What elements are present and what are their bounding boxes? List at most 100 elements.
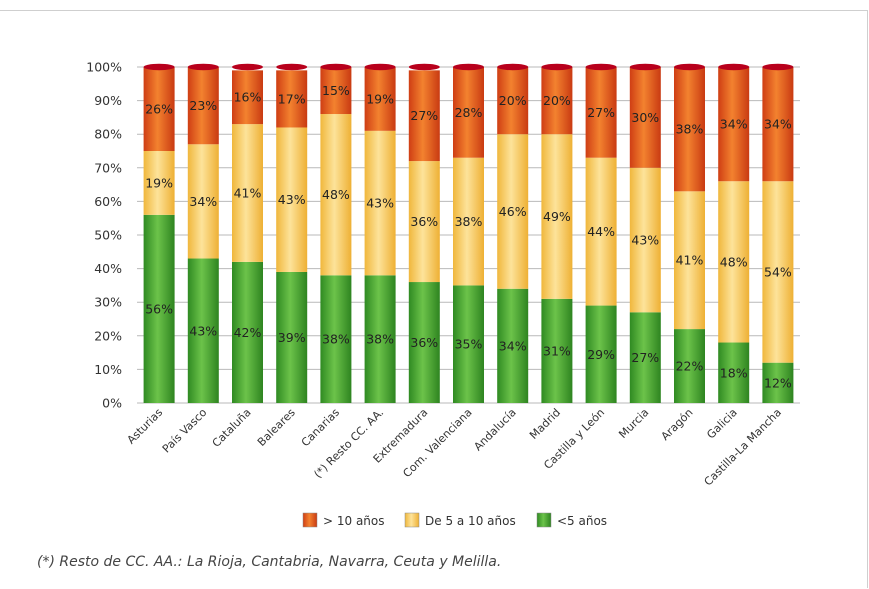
bar-segment [320,67,352,115]
bar-cap [320,63,352,71]
y-tick-label: 20% [94,328,122,343]
bar-segment [762,67,794,182]
data-label: 56% [145,301,173,316]
legend-label: > 10 años [323,514,385,528]
x-tick-label: Aragón [659,406,696,443]
bar-segment [408,161,440,283]
data-label: 39% [278,330,306,345]
x-tick-label: Murcia [616,406,651,441]
bar-segment [718,342,750,403]
data-label: 41% [234,186,262,201]
y-tick-label: 70% [94,160,122,175]
bar-segment [497,67,529,135]
bar-segment [276,127,308,272]
data-label: 48% [322,187,350,202]
x-tick-label: Galicia [704,406,740,442]
data-label: 38% [455,214,483,229]
bar-segment [718,181,750,343]
bar-group [276,63,308,403]
bar-cap [762,63,794,71]
bar-group [497,63,529,403]
bar-segment [674,191,705,330]
data-label: 38% [676,122,704,137]
data-label: 23% [189,98,217,113]
bar-cap [541,63,573,71]
data-label: 36% [410,335,438,350]
bar-cap [143,63,175,71]
bar-cap [453,63,484,71]
bar-cap [497,63,529,71]
data-label: 12% [764,375,792,390]
data-label: 43% [631,233,659,248]
bar-segment [453,285,484,403]
bar-cap [674,63,705,71]
bar-segment [187,144,219,259]
data-label: 34% [764,117,792,132]
legend: > 10 años De 5 a 10 años <5 años [302,512,607,528]
data-label: 26% [145,102,173,117]
data-label: 49% [543,209,571,224]
bar-group [762,63,794,403]
bar-group [453,63,484,403]
bar-segment [408,70,440,162]
bar-segment [453,67,484,158]
x-tick-label: Canarias [299,406,342,449]
bar-group [364,63,396,403]
data-label: 22% [676,359,704,374]
bar-group [408,63,440,403]
x-tick-label: País Vasco [160,406,210,456]
data-label: 43% [366,196,394,211]
data-label: 28% [455,105,483,120]
bar-segment [629,67,661,168]
bar-group [718,63,750,403]
bar-segment [629,167,661,313]
bar-segment [497,288,529,403]
bar-cap [629,63,661,71]
y-tick-label: 100% [86,60,122,75]
data-label: 38% [322,332,350,347]
bar-cap [232,63,263,71]
bar-segment [364,67,396,131]
bar-group [541,63,573,403]
data-label: 20% [543,93,571,108]
chart-frame [0,10,868,588]
data-label: 46% [499,204,527,219]
legend-label: <5 años [557,514,607,528]
bar-segment [276,70,308,128]
legend-swatch [404,512,420,528]
bar-segment [718,67,750,182]
bar-group [187,63,219,403]
data-label: 19% [366,91,394,106]
x-tick-label: Baleares [255,406,298,449]
data-label: 17% [278,91,306,106]
bar-segment [187,67,219,145]
bar-segment [143,67,175,151]
bar-group [143,63,175,403]
x-tick-label: Castilla-La Mancha [702,406,785,489]
bar-segment [187,258,219,403]
data-label: 20% [499,93,527,108]
bar-segment [232,70,263,125]
data-label: 27% [587,105,615,120]
data-label: 18% [720,365,748,380]
data-label: 19% [145,175,173,190]
bar-group [629,63,661,403]
data-label: 34% [720,117,748,132]
bar-group [320,63,352,403]
bar-segment [320,114,352,276]
y-tick-label: 40% [94,261,122,276]
data-label: 34% [189,194,217,209]
bar-segment [541,298,573,403]
bar-segment [232,124,263,262]
bar-group [232,63,263,403]
bar-cap [585,63,617,71]
bar-segment [453,157,484,286]
bar-segment [143,214,175,403]
bar-cap [276,63,308,71]
data-label: 29% [587,347,615,362]
y-tick-label: 50% [94,228,122,243]
data-label: 41% [676,253,704,268]
data-label: 16% [234,90,262,105]
data-label: 43% [189,323,217,338]
